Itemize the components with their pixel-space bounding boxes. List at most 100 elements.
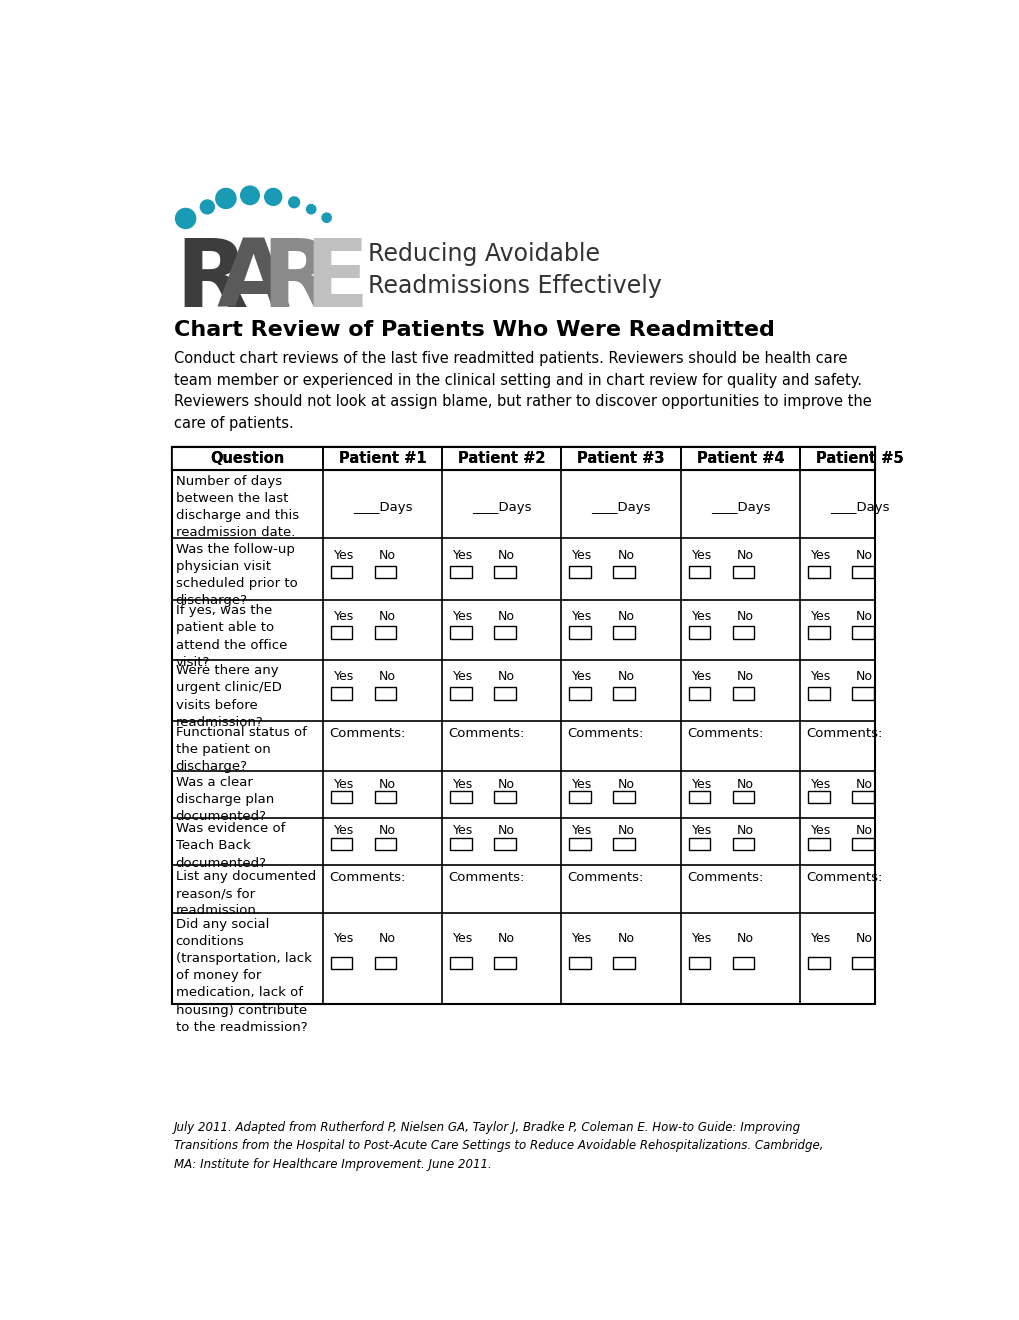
Text: No: No [736, 825, 753, 837]
Bar [493, 838, 516, 850]
Text: Yes: Yes [333, 825, 354, 837]
Bar [569, 791, 590, 803]
Text: Yes: Yes [333, 932, 354, 945]
Bar [569, 627, 590, 639]
Text: Was evidence of
Teach Back
documented?: Was evidence of Teach Back documented? [175, 822, 284, 870]
Text: Comments:: Comments: [329, 871, 405, 884]
Text: E: E [304, 235, 368, 327]
Text: ____Days: ____Days [591, 500, 650, 513]
Text: No: No [855, 777, 872, 791]
Text: Yes: Yes [691, 777, 711, 791]
Circle shape [240, 186, 259, 205]
Bar [449, 957, 471, 969]
Text: No: No [855, 549, 872, 562]
Text: No: No [616, 932, 634, 945]
Text: No: No [378, 825, 395, 837]
Text: No: No [855, 671, 872, 684]
Bar [330, 957, 352, 969]
Circle shape [175, 209, 196, 228]
Text: Patient #5: Patient #5 [815, 451, 903, 466]
Text: Yes: Yes [452, 671, 473, 684]
Circle shape [216, 189, 235, 209]
Circle shape [288, 197, 300, 207]
Bar [612, 791, 635, 803]
Text: R: R [261, 235, 334, 327]
Bar [374, 627, 396, 639]
Text: No: No [497, 825, 515, 837]
Bar [851, 791, 873, 803]
Bar [493, 627, 516, 639]
Bar [612, 957, 635, 969]
Text: Patient #4: Patient #4 [696, 451, 784, 466]
Text: A: A [216, 235, 289, 327]
Text: Yes: Yes [572, 777, 592, 791]
Text: No: No [378, 549, 395, 562]
Bar [493, 791, 516, 803]
Bar [807, 688, 828, 700]
Bar [732, 957, 754, 969]
Text: Yes: Yes [691, 610, 711, 623]
Text: Yes: Yes [333, 610, 354, 623]
Circle shape [307, 205, 316, 214]
Text: No: No [855, 610, 872, 623]
Text: Patient #1: Patient #1 [338, 451, 426, 466]
Text: Patient #3: Patient #3 [577, 451, 664, 466]
Bar [330, 838, 352, 850]
Bar [569, 688, 590, 700]
Text: Yes: Yes [691, 932, 711, 945]
Text: Comments:: Comments: [329, 727, 405, 741]
Bar [449, 688, 471, 700]
Bar [330, 688, 352, 700]
Bar [449, 566, 471, 578]
Text: Patient #4: Patient #4 [696, 451, 784, 466]
Text: Yes: Yes [452, 932, 473, 945]
Text: No: No [378, 671, 395, 684]
Bar [330, 791, 352, 803]
Text: No: No [736, 549, 753, 562]
Bar [851, 627, 873, 639]
Bar [807, 838, 828, 850]
Bar [807, 791, 828, 803]
Text: Comments:: Comments: [687, 871, 762, 884]
Text: Conduct chart reviews of the last five readmitted patients. Reviewers should be : Conduct chart reviews of the last five r… [174, 351, 871, 430]
Text: No: No [497, 671, 515, 684]
Bar [851, 688, 873, 700]
Text: Yes: Yes [452, 610, 473, 623]
Text: No: No [378, 610, 395, 623]
Text: Question: Question [210, 451, 284, 466]
Text: List any documented
reason/s for
readmission.: List any documented reason/s for readmis… [175, 870, 316, 917]
Circle shape [264, 189, 281, 206]
Text: No: No [378, 932, 395, 945]
Bar [612, 688, 635, 700]
Text: No: No [497, 610, 515, 623]
Bar [374, 957, 396, 969]
Text: No: No [616, 549, 634, 562]
Text: Yes: Yes [691, 549, 711, 562]
Text: No: No [855, 825, 872, 837]
Text: Patient #1: Patient #1 [338, 451, 426, 466]
Text: Yes: Yes [572, 610, 592, 623]
Text: Yes: Yes [810, 777, 830, 791]
Text: Question: Question [210, 451, 284, 466]
Bar [688, 838, 709, 850]
Circle shape [200, 199, 214, 214]
Text: Was a clear
discharge plan
documented?: Was a clear discharge plan documented? [175, 776, 273, 824]
Bar [732, 627, 754, 639]
Text: Yes: Yes [572, 549, 592, 562]
Text: Comments:: Comments: [806, 871, 881, 884]
Text: No: No [497, 549, 515, 562]
Bar [449, 791, 471, 803]
Bar [612, 627, 635, 639]
Bar [493, 566, 516, 578]
Circle shape [322, 213, 331, 222]
Text: Yes: Yes [572, 825, 592, 837]
Text: No: No [378, 777, 395, 791]
Bar [330, 566, 352, 578]
Text: Were there any
urgent clinic/ED
visits before
readmission?: Were there any urgent clinic/ED visits b… [175, 664, 281, 729]
Bar [569, 838, 590, 850]
Text: Yes: Yes [452, 549, 473, 562]
Bar [493, 688, 516, 700]
Text: Comments:: Comments: [687, 727, 762, 741]
Text: Comments:: Comments: [568, 727, 643, 741]
Bar [171, 447, 874, 470]
